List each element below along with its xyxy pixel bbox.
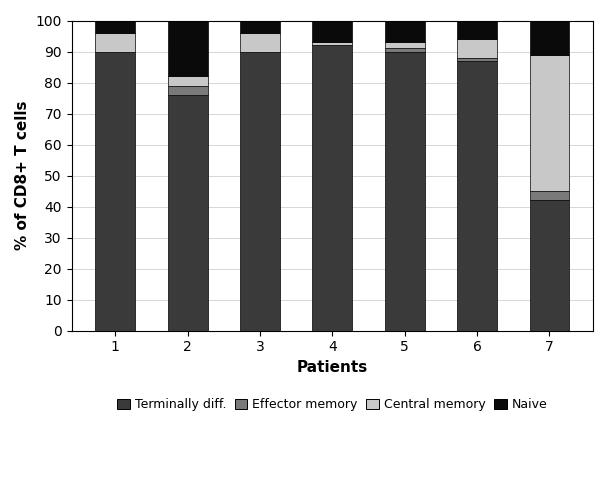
- Bar: [168, 21, 207, 76]
- Bar: [313, 42, 352, 45]
- Bar: [457, 58, 497, 61]
- Bar: [385, 52, 424, 331]
- Bar: [530, 21, 569, 54]
- Y-axis label: % of CD8+ T cells: % of CD8+ T cells: [15, 101, 30, 250]
- Bar: [95, 33, 135, 52]
- X-axis label: Patients: Patients: [297, 360, 368, 375]
- Bar: [240, 21, 280, 33]
- Bar: [457, 39, 497, 58]
- Bar: [530, 191, 569, 201]
- Bar: [168, 95, 207, 331]
- Bar: [385, 21, 424, 42]
- Bar: [95, 52, 135, 331]
- Bar: [457, 21, 497, 39]
- Bar: [385, 42, 424, 48]
- Bar: [95, 21, 135, 33]
- Bar: [313, 45, 352, 331]
- Bar: [385, 48, 424, 52]
- Bar: [240, 52, 280, 331]
- Bar: [530, 201, 569, 331]
- Bar: [457, 61, 497, 331]
- Bar: [313, 21, 352, 42]
- Bar: [530, 54, 569, 191]
- Bar: [240, 33, 280, 52]
- Bar: [168, 76, 207, 86]
- Legend: Terminally diff., Effector memory, Central memory, Naive: Terminally diff., Effector memory, Centr…: [117, 399, 548, 412]
- Bar: [168, 86, 207, 95]
